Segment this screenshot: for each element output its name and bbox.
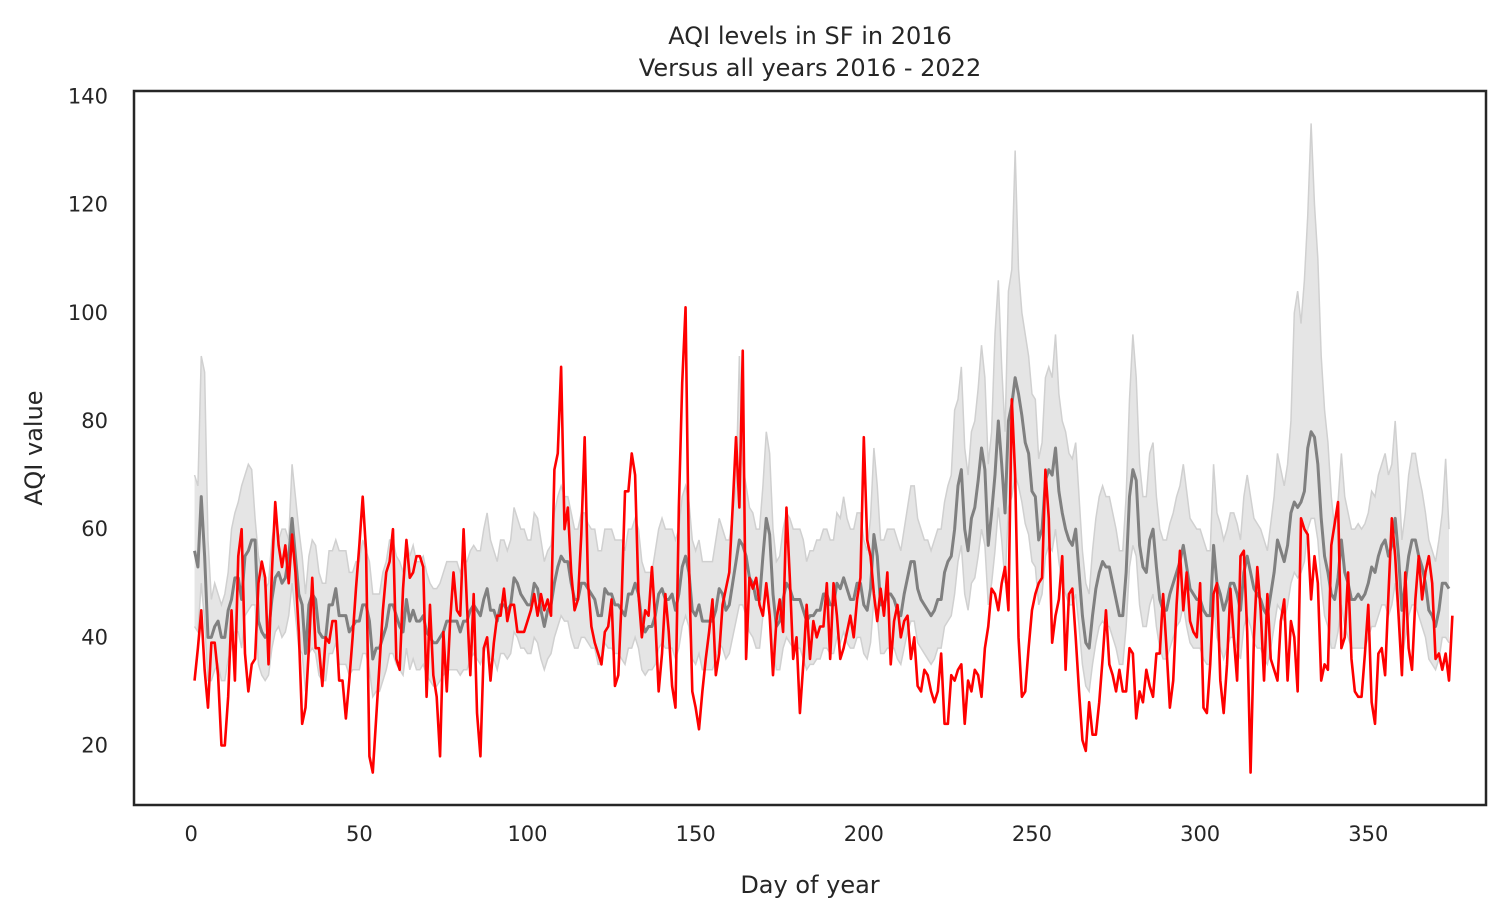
y-tick-label: 120 <box>68 193 108 217</box>
x-tick-label: 150 <box>676 822 716 846</box>
y-tick-label: 40 <box>81 625 108 649</box>
y-axis-label: AQI value <box>20 390 48 505</box>
y-tick-label: 140 <box>68 84 108 108</box>
x-tick-label: 50 <box>346 822 373 846</box>
range-band-lower-edge <box>193 474 1450 700</box>
chart-title: AQI levels in SF in 2016 <box>668 22 952 50</box>
chart-lines <box>193 306 1454 774</box>
x-tick-label: 0 <box>184 822 197 846</box>
x-tick-label: 250 <box>1012 822 1052 846</box>
x-tick-label: 350 <box>1348 822 1388 846</box>
x-tick-label: 300 <box>1180 822 1220 846</box>
year-2016-line <box>193 306 1454 774</box>
y-tick-label: 100 <box>68 301 108 325</box>
plot-frame <box>132 89 1488 807</box>
chart-subtitle: Versus all years 2016 - 2022 <box>639 54 981 82</box>
range-band-fill <box>194 123 1449 697</box>
x-axis-label: Day of year <box>740 871 879 899</box>
y-tick-label: 80 <box>81 409 108 433</box>
x-tick-label: 200 <box>844 822 884 846</box>
chart-ticks: 0 50 100 150 200 250 300 350 20 40 60 80 100 120 140 <box>68 84 1388 846</box>
x-tick-label: 100 <box>507 822 547 846</box>
y-tick-label: 60 <box>81 517 108 541</box>
y-tick-label: 20 <box>81 734 108 758</box>
